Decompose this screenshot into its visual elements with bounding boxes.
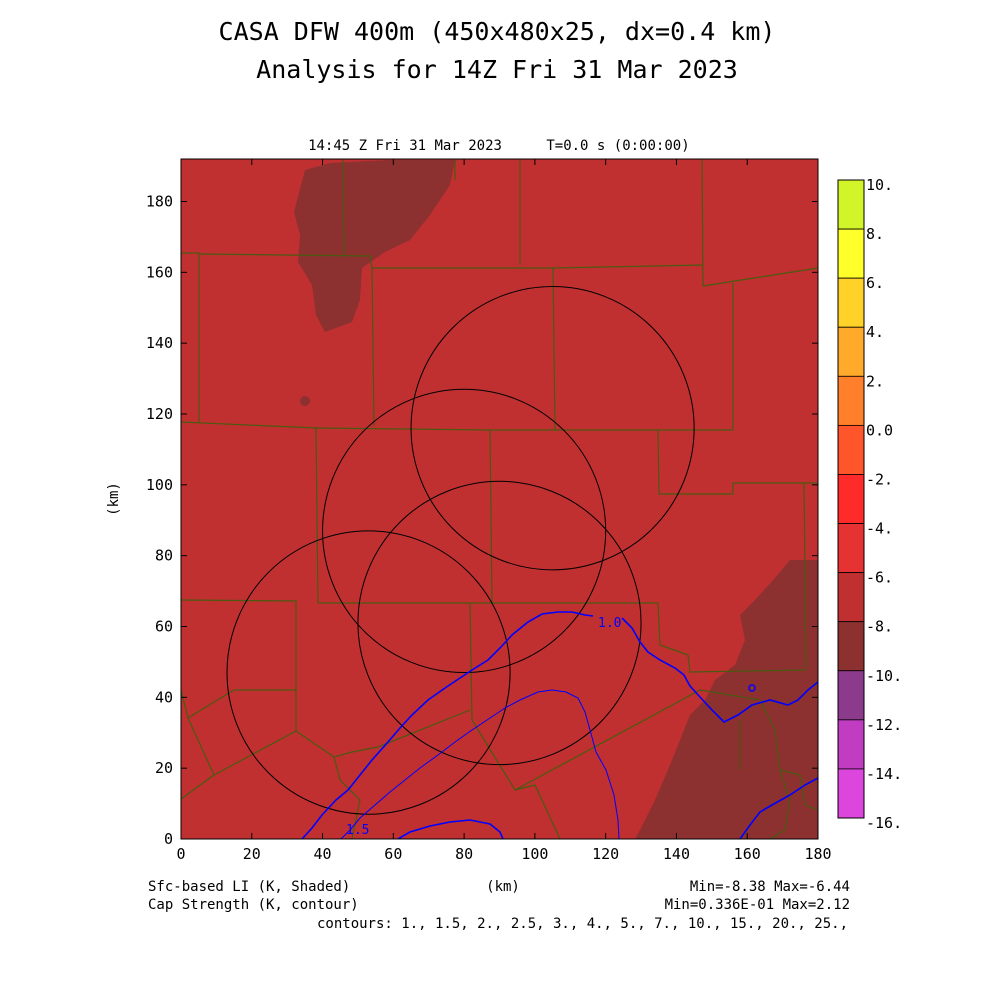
contour-1-0-south <box>397 819 504 839</box>
colorbar-swatch <box>837 670 865 721</box>
colorbar-swatch <box>837 277 865 328</box>
shaded-field-label: Sfc-based LI (K, Shaded) <box>148 879 350 895</box>
radar-ring <box>410 286 695 571</box>
valid-time: 14:45 Z Fri 31 Mar 2023 <box>308 138 502 154</box>
contour-label-1-5: 1.5 <box>346 823 369 838</box>
colorbar-label: 4. <box>866 323 884 341</box>
y-tick-label: 100 <box>146 476 173 494</box>
cap-strength-contours <box>301 611 818 839</box>
main-title: CASA DFW 400m (450x480x25, dx=0.4 km) <box>219 17 776 46</box>
x-tick-label: 40 <box>314 845 332 863</box>
colorbar-swatch <box>837 621 865 672</box>
y-tick-label: 140 <box>146 334 173 352</box>
analysis-title: Analysis for 14Z Fri 31 Mar 2023 <box>256 55 738 84</box>
radar-ring <box>226 530 511 815</box>
colorbar-label: 2. <box>866 372 884 390</box>
colorbar-label: -12. <box>866 716 902 734</box>
radar-ring <box>322 388 607 674</box>
contour-1-0 <box>301 611 818 839</box>
colorbar-swatch <box>837 719 865 770</box>
colorbar-label: 8. <box>866 225 884 243</box>
plot-frame <box>180 158 819 840</box>
x-tick-label: 120 <box>592 845 619 863</box>
colorbar-swatch <box>837 375 865 426</box>
li-shade-dark-southeast <box>635 560 818 839</box>
county-boundaries <box>181 159 818 839</box>
x-tick-label: 160 <box>734 845 761 863</box>
radar-ring <box>357 480 642 766</box>
colorbar-frame <box>837 179 865 819</box>
y-tick-label: 80 <box>155 547 173 565</box>
x-axis-label: (km) <box>486 879 520 895</box>
colorbar-label: 0.0 <box>866 421 893 439</box>
colorbar: 10. 8. 6. 4. 2. 0.0 -2. -4. -6. -8. -10. -12. -14. -1… <box>837 176 902 832</box>
x-tick-label: 180 <box>804 845 831 863</box>
colorbar-label: 6. <box>866 274 884 292</box>
colorbar-label: -4. <box>866 520 893 538</box>
y-tick-label: 160 <box>146 263 173 281</box>
colorbar-swatch <box>837 572 865 623</box>
y-tick-label: 0 <box>164 830 173 848</box>
y-axis: 0 20 40 60 80 100 120 140 160 180 <box>146 193 818 848</box>
colorbar-label: -8. <box>866 618 893 636</box>
y-tick-label: 120 <box>146 405 173 423</box>
x-tick-label: 20 <box>243 845 261 863</box>
radar-range-rings <box>226 286 695 815</box>
colorbar-swatch <box>837 179 865 230</box>
y-tick-label: 40 <box>155 688 173 706</box>
colorbar-label: -14. <box>866 765 902 783</box>
colorbar-swatch <box>837 474 865 524</box>
contour-min-max: Min=0.336E-01 Max=2.12 <box>665 897 850 913</box>
colorbar-swatch <box>837 424 865 475</box>
contour-levels: contours: 1., 1.5, 2., 2.5, 3., 4., 5., … <box>317 916 848 932</box>
li-shade-dark-spot <box>300 396 310 406</box>
x-tick-label: 80 <box>455 845 473 863</box>
y-tick-label: 20 <box>155 759 173 777</box>
y-axis-label: (km) <box>106 482 122 516</box>
contour-field-label: Cap Strength (K, contour) <box>148 897 359 913</box>
colorbar-label: -16. <box>866 814 902 832</box>
colorbar-label: -2. <box>866 470 893 488</box>
y-tick-label: 60 <box>155 618 173 636</box>
x-tick-label: 100 <box>521 845 548 863</box>
contour-label-1-0: 1.0 <box>598 616 621 631</box>
colorbar-label: -6. <box>866 569 893 587</box>
x-tick-label: 60 <box>384 845 402 863</box>
colorbar-label: -10. <box>866 667 902 685</box>
colorbar-swatch <box>837 523 865 574</box>
colorbar-swatch <box>837 768 865 819</box>
colorbar-swatch <box>837 326 865 377</box>
x-tick-label: 140 <box>663 845 690 863</box>
contour-1-0-east <box>739 777 818 839</box>
li-shade-dark-north <box>294 160 455 332</box>
contour-1-5 <box>340 689 620 839</box>
y-tick-label: 180 <box>146 193 173 211</box>
model-time: T=0.0 s (0:00:00) <box>546 138 689 154</box>
colorbar-label: 10. <box>866 176 893 194</box>
x-axis: 0 20 40 60 80 100 120 140 160 180 <box>176 159 832 863</box>
x-tick-label: 0 <box>176 845 185 863</box>
contour-1-0-blob <box>748 684 756 692</box>
colorbar-swatch <box>837 228 865 279</box>
shade-min-max: Min=-8.38 Max=-6.44 <box>690 879 850 895</box>
